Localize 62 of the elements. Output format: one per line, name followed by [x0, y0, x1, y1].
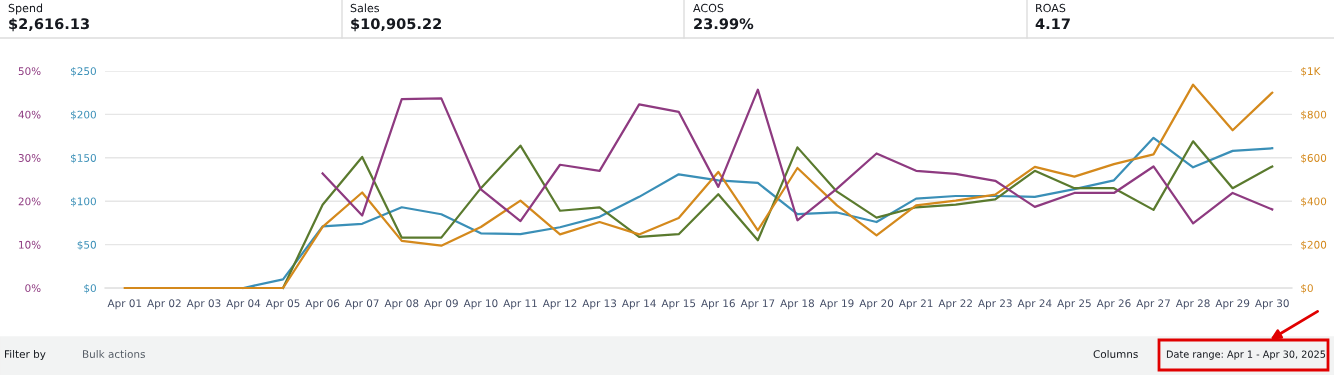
y3-tick-label: 50%	[18, 67, 41, 76]
x-tick-label: Apr 01	[107, 299, 142, 310]
line-series	[123, 83, 1274, 290]
x-tick-label: Apr 07	[344, 299, 379, 310]
text: Date range: Apr 1 - Apr 30, 2025	[1166, 350, 1326, 360]
x-tick-label: Apr 22	[938, 299, 972, 310]
x-tick-label: Apr 29	[1215, 299, 1250, 310]
x-tick-label: Apr 25	[1057, 299, 1091, 310]
x-tick-label: Apr 23	[978, 299, 1012, 310]
x-tick-label: Apr 12	[542, 299, 577, 310]
x-tick-label: Apr 20	[859, 299, 894, 310]
y-tick-label: $50	[77, 240, 96, 251]
y3-tick-label: 30%	[18, 154, 41, 162]
line-series	[321, 88, 1274, 225]
x-tick-label: Apr 04	[226, 299, 261, 310]
x-tick-label: Apr 09	[424, 299, 458, 310]
x-tick-label: Apr 13	[582, 299, 617, 310]
x-tick-label: Apr 05	[265, 299, 300, 310]
text: Columns	[1093, 349, 1138, 359]
x-tick-label: Apr 17	[740, 299, 775, 310]
y2-tick-label: $200	[1301, 240, 1327, 251]
y-tick-label: $0	[84, 284, 96, 294]
x-tick-label: Apr 15	[661, 299, 696, 310]
text: Spend	[8, 3, 43, 15]
text: $10,905.22	[351, 17, 441, 32]
text: Filter by	[5, 349, 46, 361]
y-tick-label: $100	[71, 197, 96, 207]
x-tick-label: Apr 02	[147, 299, 181, 310]
y3-tick-label: 40%	[18, 110, 41, 119]
y-tick-label: $200	[71, 110, 96, 120]
y2-tick-label: $800	[1301, 110, 1327, 120]
y3-tick-label: 0%	[25, 284, 41, 293]
y2-tick-label: $0	[1301, 284, 1313, 294]
y-tick-label: $150	[71, 153, 96, 164]
x-tick-label: Apr 26	[1096, 299, 1131, 310]
x-tick-label: Apr 16	[701, 299, 735, 310]
x-tick-label: Apr 11	[503, 299, 537, 310]
x-tick-label: Apr 27	[1136, 299, 1170, 310]
y3-tick-label: 20%	[18, 197, 41, 206]
y-tick-label: $250	[71, 67, 96, 77]
x-tick-label: Apr 28	[1175, 299, 1210, 310]
y2-tick-label: $400	[1301, 197, 1327, 207]
x-tick-label: Apr 10	[463, 299, 498, 310]
x-tick-label: Apr 19	[819, 299, 854, 310]
x-tick-label: Apr 30	[1255, 299, 1289, 310]
x-tick-label: Apr 21	[898, 299, 933, 310]
text: ACOS	[693, 3, 724, 13]
x-tick-label: Apr 03	[186, 299, 221, 310]
text: ROAS	[1036, 3, 1066, 13]
x-tick-label: Apr 18	[780, 299, 814, 310]
text: $2,616.13	[9, 17, 89, 32]
text: 23.99%	[694, 18, 754, 30]
x-tick-label: Apr 14	[621, 299, 656, 310]
y2-tick-label: $600	[1301, 153, 1327, 164]
text: Bulk actions	[83, 349, 145, 359]
x-tick-label: Apr 08	[384, 299, 419, 310]
x-tick-label: Apr 06	[305, 299, 340, 310]
x-tick-label: Apr 24	[1017, 299, 1052, 310]
y3-tick-label: 10%	[19, 240, 41, 249]
text: Sales	[350, 3, 380, 13]
text: 4.17	[1035, 18, 1070, 30]
y2-tick-label: $1K	[1301, 67, 1321, 77]
